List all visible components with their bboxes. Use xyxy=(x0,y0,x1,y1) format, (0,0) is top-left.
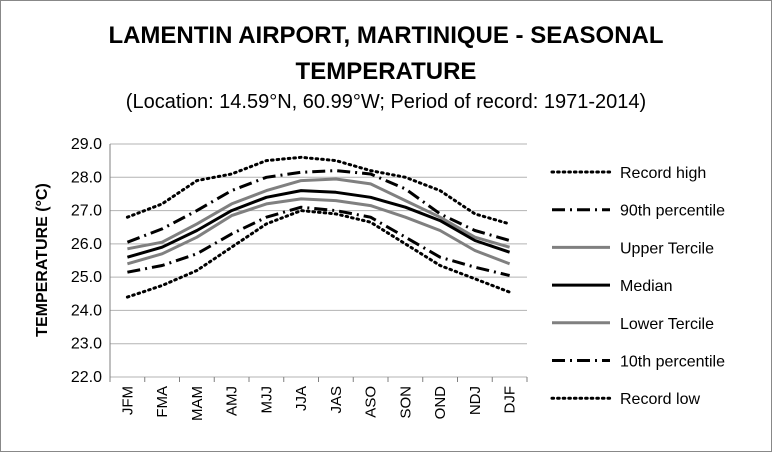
legend-label: 10th percentile xyxy=(620,354,725,371)
chart-title-line2: TEMPERATURE xyxy=(295,58,477,85)
x-tick-label: ASO xyxy=(363,386,380,418)
y-axis-label: TEMPERATURE (°C) xyxy=(34,183,51,337)
series-line-90th-percentile xyxy=(126,169,511,244)
series-line-record-high xyxy=(125,155,512,226)
x-tick-label: DJF xyxy=(502,386,519,414)
series-line-10th-percentile xyxy=(127,205,510,277)
x-tick-labels: JFM FMA MAM AMJ MJJ JJA JAS ASO SON OND NDJ DJF xyxy=(119,386,518,421)
y-tick-label: 27.0 xyxy=(71,203,102,220)
y-tick-label: 23.0 xyxy=(71,336,102,353)
x-tick-label: NDJ xyxy=(467,386,484,415)
y-tick-label: 28.0 xyxy=(71,169,102,186)
y-tick-label: 22.0 xyxy=(71,369,102,386)
legend-label: Lower Tercile xyxy=(620,316,714,333)
series-line-median xyxy=(126,189,511,259)
legend-label: Upper Tercile xyxy=(620,240,714,257)
grid-lines xyxy=(109,143,528,382)
x-tick-label: JJA xyxy=(293,386,310,411)
x-tick-label: MAM xyxy=(189,386,206,421)
y-tick-label: 24.0 xyxy=(71,302,102,319)
y-tick-label: 26.0 xyxy=(71,236,102,253)
legend-label: 90th percentile xyxy=(620,203,725,220)
legend: Record high 90th percentile Upper Tercile M… xyxy=(550,165,725,408)
series-line-upper-tercile xyxy=(127,177,511,251)
legend-label: Record high xyxy=(620,165,706,182)
x-tick-label: OND xyxy=(432,386,449,420)
series-line-lower-tercile xyxy=(126,197,511,266)
series-line-record-low xyxy=(125,209,512,299)
chart-subtitle: (Location: 14.59°N, 60.99°W; Period of r… xyxy=(125,91,647,113)
series-lines xyxy=(125,155,512,299)
x-tick-label: FMA xyxy=(154,386,171,418)
x-tick-label: JFM xyxy=(119,386,136,415)
y-tick-labels: 22.0 23.0 24.0 25.0 26.0 27.0 28.0 29.0 xyxy=(71,136,102,386)
x-tick-label: MJJ xyxy=(258,386,275,414)
y-tick-label: 29.0 xyxy=(71,136,102,153)
x-tick-label: JAS xyxy=(328,386,345,414)
chart-title-line1: LAMENTIN AIRPORT, MARTINIQUE - SEASONAL xyxy=(108,22,664,49)
legend-label: Median xyxy=(620,278,672,295)
y-tick-label: 25.0 xyxy=(71,269,102,286)
legend-label: Record low xyxy=(620,391,700,408)
x-tick-label: AMJ xyxy=(224,386,241,416)
x-tick-label: SON xyxy=(397,386,414,419)
